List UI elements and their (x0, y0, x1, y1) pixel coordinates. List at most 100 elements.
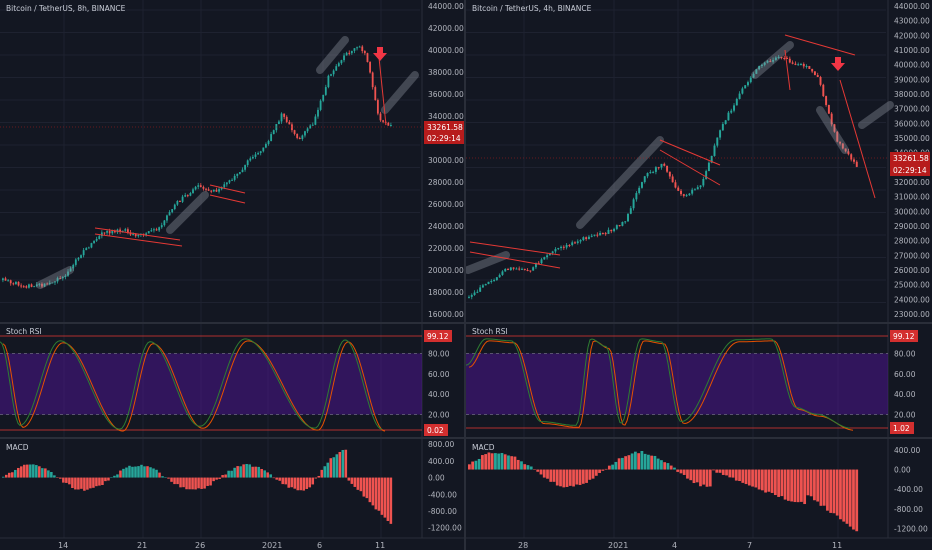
macd-bar (832, 469, 836, 514)
candle (825, 96, 828, 105)
candle (132, 234, 135, 236)
macd-bar (287, 477, 290, 488)
candle (710, 155, 713, 163)
stoch-tick-label: 40.00 (894, 390, 916, 399)
macd-bar (23, 464, 26, 478)
panel-divider[interactable] (464, 0, 466, 550)
price-tick-label: 27000.00 (894, 251, 930, 260)
candle (590, 235, 593, 237)
macd-bar (682, 469, 686, 475)
macd-bar (692, 469, 696, 484)
macd-bar (767, 469, 771, 492)
macd-bar (377, 477, 381, 511)
macd-tick-label: -800.00 (428, 507, 457, 516)
right-chart-svg[interactable]: 23000.00 24000.00 25000.00 26000.00 27000.00… (466, 0, 932, 550)
macd-bar (669, 465, 673, 470)
candle (134, 234, 137, 237)
macd-bar (617, 458, 621, 470)
candle (35, 284, 38, 287)
macd-bar (323, 466, 327, 478)
trend-lines (469, 34, 876, 269)
candle (251, 156, 254, 159)
right-chart-panel[interactable]: 23000.00 24000.00 25000.00 26000.00 27000.00… (466, 0, 932, 550)
left-chart-svg[interactable]: 16000.00 18000.00 20000.00 22000.00 24000.00… (0, 0, 464, 550)
macd-bar (471, 461, 475, 470)
left-chart-panel[interactable]: 16000.00 18000.00 20000.00 22000.00 24000.00… (0, 0, 464, 550)
macd-bar (826, 469, 829, 511)
candle (25, 286, 28, 288)
macd-bar (35, 465, 38, 478)
macd-bar (477, 458, 481, 470)
candle (64, 275, 67, 278)
macd-bar (380, 477, 384, 515)
price-tick-label: 42000.00 (894, 31, 930, 40)
candle (43, 283, 46, 287)
price-tick-label: 43000.00 (894, 17, 930, 26)
candle (228, 180, 231, 183)
macd-tick-label: -1200.00 (428, 524, 462, 533)
trend-line (659, 149, 721, 186)
macd-bar (341, 450, 345, 478)
candle (624, 221, 627, 223)
candle (215, 189, 218, 192)
time-tick-label: 7 (747, 541, 752, 550)
candle (585, 237, 588, 240)
price-badge-bg (890, 152, 930, 164)
last-price-badge: 33261.58 (427, 123, 463, 132)
stoch-low-badge: 1.02 (893, 424, 910, 433)
candle (85, 248, 88, 251)
candle (358, 46, 361, 48)
stoch-tick-label: 60.00 (428, 370, 450, 379)
candle (610, 229, 613, 232)
candle (330, 74, 332, 76)
price-tick-label: 30000.00 (894, 207, 930, 216)
macd-bar (555, 469, 559, 486)
candle (629, 208, 632, 214)
macd-bar (653, 455, 657, 470)
candle (54, 281, 56, 283)
macd-bar (230, 470, 233, 478)
macd-bar (38, 466, 41, 478)
candle (249, 158, 252, 161)
candle (293, 130, 296, 134)
macd-bar (686, 469, 689, 479)
candle (682, 194, 685, 196)
macd-tick-label: 0.00 (894, 466, 911, 475)
projection-arrow (576, 136, 664, 229)
macd-bar (356, 477, 360, 490)
chart-title: Bitcoin / TetherUS, 4h, BINANCE (472, 4, 592, 13)
macd-bar (718, 469, 722, 473)
macd-bar (568, 469, 572, 486)
macd-bar (11, 472, 14, 478)
candle (238, 172, 241, 174)
candle (311, 124, 314, 126)
macd-bar (607, 465, 611, 470)
macd-bar (8, 472, 11, 478)
candle (314, 116, 317, 125)
candle (660, 163, 663, 168)
macd-bar (708, 469, 712, 487)
macd-bar (702, 469, 706, 485)
candle (124, 229, 127, 231)
macd-bar (119, 470, 122, 478)
macd-bar (734, 469, 738, 481)
macd-bar (620, 457, 624, 470)
macd-bar (362, 477, 366, 497)
macd-bar (326, 462, 330, 478)
macd-bar (71, 477, 74, 489)
candles (468, 55, 858, 300)
candle (587, 236, 590, 240)
candle (389, 125, 392, 127)
price-tick-label: 42000.00 (428, 24, 464, 33)
candle (181, 196, 184, 202)
candle (343, 55, 345, 61)
candle (374, 87, 377, 101)
candle (476, 291, 479, 293)
macd-bar (529, 466, 533, 470)
macd-bar (86, 477, 89, 490)
candle (601, 233, 604, 235)
macd-bar (167, 477, 170, 479)
candle (702, 178, 705, 186)
candle (207, 189, 210, 191)
macd-bar (634, 451, 637, 470)
